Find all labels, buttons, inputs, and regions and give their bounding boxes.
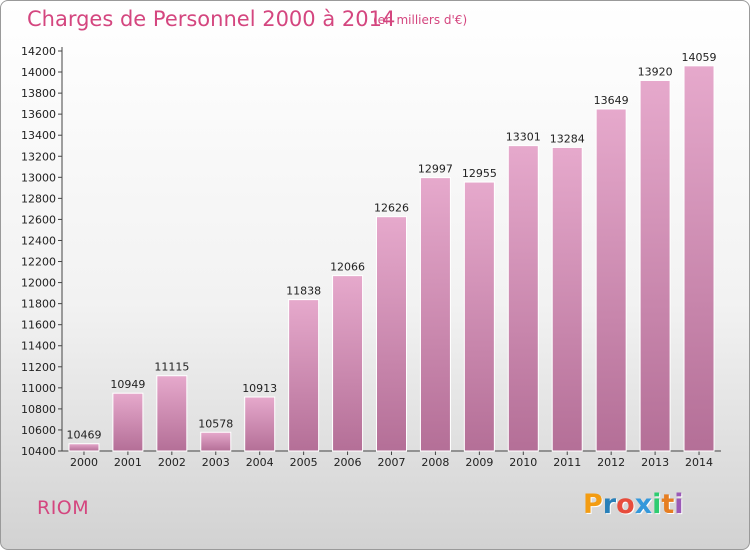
labels-group: 2000 10469 2001 10949 2002 11115 2003 10578 2004… — [66, 51, 716, 469]
data-label: 11115 — [154, 361, 189, 374]
y-tick-label: 13000 — [21, 171, 56, 184]
y-tick-label: 13800 — [21, 87, 56, 100]
logo-letter: o — [616, 489, 635, 520]
y-tick-label: 14000 — [21, 66, 56, 79]
data-label: 12626 — [374, 202, 409, 215]
y-tick-label: 14200 — [21, 45, 56, 58]
x-tick-label: 2012 — [597, 456, 625, 469]
y-tick-label: 12000 — [21, 277, 56, 290]
x-tick-label: 2003 — [202, 456, 230, 469]
proxiti-logo[interactable]: Proxiti — [583, 489, 684, 520]
x-tick-label: 2010 — [509, 456, 537, 469]
bar — [419, 177, 451, 452]
bar — [112, 392, 144, 452]
bar — [288, 299, 320, 452]
x-tick-label: 2001 — [114, 456, 142, 469]
y-tick-label: 11200 — [21, 361, 56, 374]
axes: 10400 10600 10800 11000 11200 11400 11600 11800… — [21, 45, 721, 458]
y-tick-label: 11800 — [21, 298, 56, 311]
chart-subtitle: (en milliers d'€) — [373, 13, 468, 27]
x-tick-label: 2009 — [465, 456, 493, 469]
data-label: 10913 — [242, 382, 277, 395]
data-label: 12997 — [418, 163, 453, 176]
y-tick-label: 12400 — [21, 234, 56, 247]
bar — [463, 181, 495, 452]
logo-letter: r — [602, 489, 617, 520]
city-name: RIOM — [37, 497, 90, 519]
chart-title: Charges de Personnel 2000 à 2014 — [27, 7, 396, 31]
logo-letter: P — [583, 489, 603, 520]
data-label: 10469 — [66, 429, 101, 442]
logo-letter: x — [634, 489, 653, 520]
bar — [507, 145, 539, 452]
y-tick-label: 13200 — [21, 150, 56, 163]
y-tick-label: 10600 — [21, 424, 56, 437]
y-tick-label: 10400 — [21, 445, 56, 458]
bar — [551, 146, 583, 452]
logo-letter: i — [652, 489, 662, 520]
y-tick-label: 10800 — [21, 403, 56, 416]
data-label: 11838 — [286, 285, 321, 298]
x-tick-label: 2002 — [158, 456, 186, 469]
y-tick-label: 11000 — [21, 382, 56, 395]
y-tick-label: 12200 — [21, 256, 56, 269]
data-label: 12066 — [330, 261, 365, 274]
x-tick-label: 2014 — [685, 456, 713, 469]
bar — [156, 375, 188, 452]
x-tick-label: 2005 — [290, 456, 318, 469]
logo-letter: i — [674, 489, 684, 520]
data-label: 13301 — [506, 131, 541, 144]
logo-letter: t — [661, 489, 675, 520]
x-tick-label: 2007 — [378, 456, 406, 469]
bar — [68, 443, 100, 452]
bar — [683, 65, 715, 452]
bar — [595, 108, 627, 452]
y-tick-label: 12600 — [21, 213, 56, 226]
data-label: 10578 — [198, 417, 233, 430]
bar — [244, 396, 276, 452]
bar — [376, 216, 407, 452]
y-tick-label: 11400 — [21, 340, 56, 353]
y-tick-label: 13600 — [21, 108, 56, 121]
bar — [639, 79, 671, 452]
x-tick-label: 2008 — [421, 456, 449, 469]
bars-group — [68, 65, 715, 452]
x-tick-label: 2006 — [334, 456, 362, 469]
data-label: 10949 — [110, 378, 145, 391]
data-label: 13920 — [638, 65, 673, 78]
data-label: 13284 — [550, 132, 585, 145]
x-tick-label: 2013 — [641, 456, 669, 469]
data-label: 14059 — [682, 51, 717, 64]
y-tick-label: 11600 — [21, 319, 56, 332]
data-label: 12955 — [462, 167, 497, 180]
y-tick-label: 12800 — [21, 192, 56, 205]
x-tick-label: 2011 — [553, 456, 581, 469]
y-tick-label: 13400 — [21, 129, 56, 142]
data-label: 13649 — [594, 94, 629, 107]
bar — [200, 431, 232, 452]
x-tick-label: 2004 — [246, 456, 274, 469]
bar — [332, 275, 364, 452]
x-tick-label: 2000 — [70, 456, 98, 469]
